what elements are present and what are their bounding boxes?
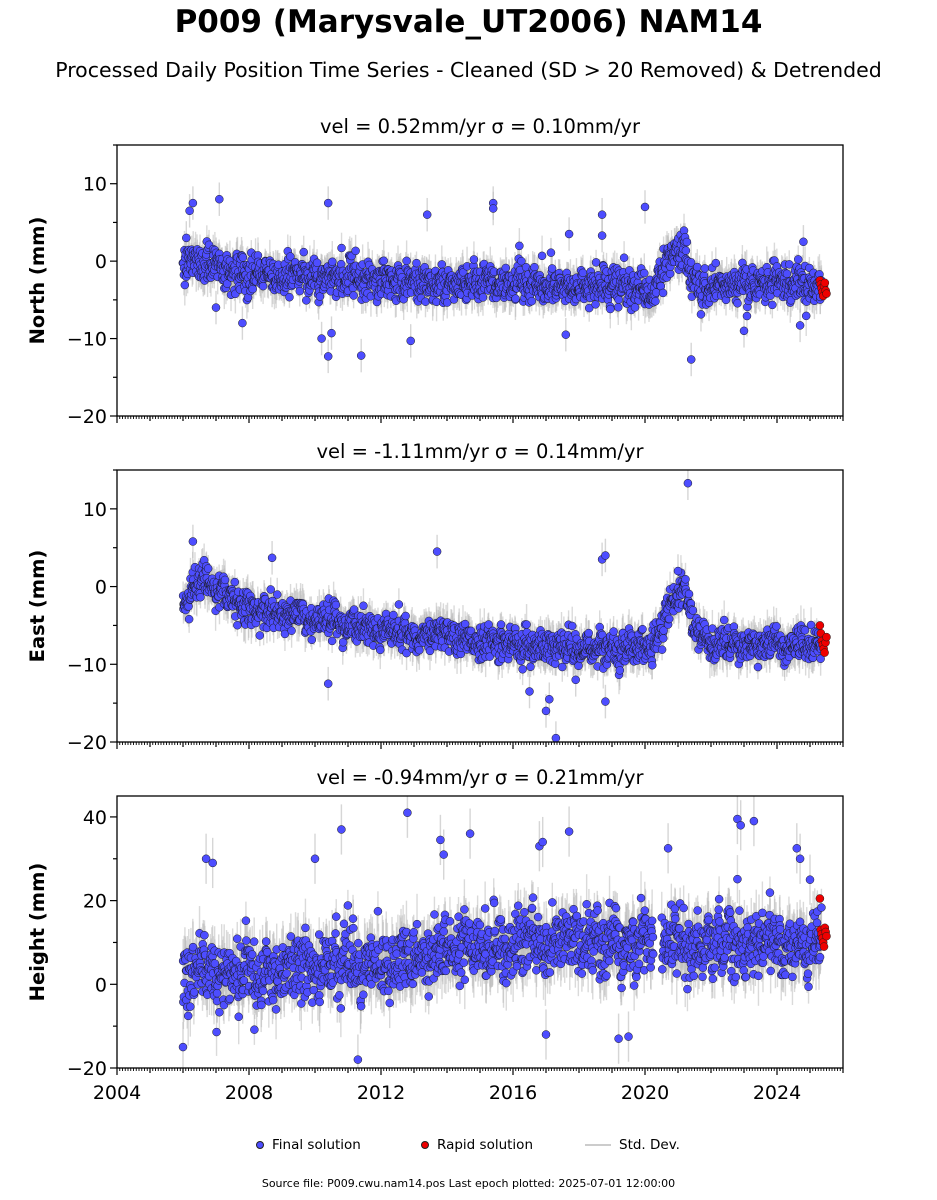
final-point-outlier xyxy=(739,326,749,336)
rapid-point xyxy=(820,278,830,288)
final-point xyxy=(349,291,358,300)
final-point-outlier xyxy=(185,206,194,216)
final-point xyxy=(613,303,623,312)
final-point xyxy=(537,251,547,261)
panel-title: vel = 0.52mm/yr σ = 0.10mm/yr xyxy=(320,115,641,138)
final-point xyxy=(421,297,430,306)
data-layer xyxy=(178,470,831,742)
final-point xyxy=(302,296,311,305)
final-point-outlier xyxy=(597,231,607,240)
final-point xyxy=(180,280,190,290)
final-point xyxy=(501,263,511,273)
final-point-outlier xyxy=(215,194,224,204)
final-point xyxy=(658,288,668,298)
final-point xyxy=(782,269,792,279)
final-point xyxy=(286,252,295,261)
final-point-outlier xyxy=(795,321,805,330)
final-point xyxy=(379,256,389,266)
final-point xyxy=(768,300,777,310)
rapid-points-layer xyxy=(815,276,831,301)
final-point xyxy=(547,264,557,273)
final-point xyxy=(801,311,811,321)
final-point-outlier xyxy=(686,355,696,364)
final-point xyxy=(530,262,539,272)
final-point xyxy=(337,243,346,253)
final-point xyxy=(785,260,794,269)
final-point xyxy=(546,248,556,257)
final-point xyxy=(651,297,660,306)
final-point xyxy=(437,260,447,269)
y-axis-label: North (mm) xyxy=(26,217,49,345)
final-point xyxy=(614,295,623,304)
final-point xyxy=(478,293,488,302)
final-point xyxy=(606,304,615,314)
y-tick-label: 0 xyxy=(95,251,107,273)
final-point-outlier xyxy=(323,198,333,208)
final-point-outlier xyxy=(327,328,336,338)
final-point-outlier xyxy=(422,210,432,219)
chart-title: P009 (Marysvale_UT2006) NAM14 xyxy=(174,4,763,40)
final-point xyxy=(351,246,360,256)
final-point xyxy=(700,264,710,273)
final-point xyxy=(682,237,692,247)
final-point xyxy=(686,258,696,267)
final-point xyxy=(248,284,257,294)
final-point xyxy=(299,247,308,257)
final-point xyxy=(515,241,524,251)
final-point-outlier xyxy=(182,233,191,243)
panel-1: −20 −10 0 10 vel = 0.52mm/yr σ = 0.10mm/yr No… xyxy=(26,115,844,428)
final-point-outlier xyxy=(640,202,650,212)
chart-subtitle: Processed Daily Position Time Series - C… xyxy=(55,58,882,82)
final-point xyxy=(711,258,721,268)
final-point xyxy=(238,253,248,262)
final-point-outlier xyxy=(799,237,808,247)
final-point xyxy=(527,296,537,306)
final-point xyxy=(328,257,337,267)
final-point-outlier xyxy=(564,229,574,239)
final-point-outlier xyxy=(323,352,333,361)
final-point xyxy=(517,256,526,266)
final-point xyxy=(794,255,803,264)
final-point-outlier xyxy=(356,351,366,360)
y-tick-label: −10 xyxy=(67,329,107,351)
final-point xyxy=(584,303,594,313)
final-point xyxy=(285,292,294,302)
final-point xyxy=(402,256,411,266)
final-point-outlier xyxy=(561,330,571,339)
final-point-outlier xyxy=(597,210,607,219)
rapid-point xyxy=(822,289,831,298)
final-point xyxy=(511,294,520,303)
final-point-outlier xyxy=(188,198,198,208)
y-tick-label: 10 xyxy=(83,174,107,196)
data-layer xyxy=(178,182,831,377)
final-point xyxy=(591,300,600,309)
final-point-outlier xyxy=(238,318,247,328)
final-point-outlier xyxy=(488,204,498,213)
final-point xyxy=(742,311,752,321)
final-point xyxy=(630,303,640,312)
final-point xyxy=(696,310,706,319)
final-point xyxy=(681,246,691,255)
final-point-outlier xyxy=(317,334,326,343)
final-point xyxy=(315,292,325,301)
final-point xyxy=(693,262,702,272)
final-point-outlier xyxy=(406,336,415,346)
final-point xyxy=(619,253,629,262)
final-point xyxy=(295,286,305,296)
final-point xyxy=(578,268,588,278)
final-point-outlier xyxy=(211,303,221,312)
final-point xyxy=(469,255,479,264)
final-point xyxy=(733,299,742,308)
y-tick-label: −20 xyxy=(67,406,107,428)
final-points-layer xyxy=(178,194,826,364)
final-point xyxy=(640,268,649,278)
final-point xyxy=(258,281,268,291)
final-point xyxy=(412,258,421,268)
final-point xyxy=(312,258,322,268)
